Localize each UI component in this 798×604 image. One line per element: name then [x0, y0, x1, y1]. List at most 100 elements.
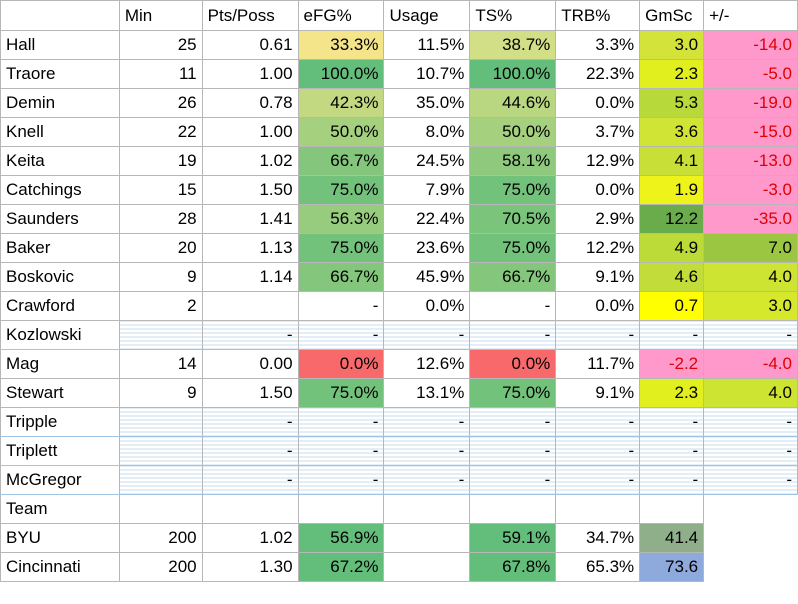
cell-player[interactable]: Stewart — [0, 378, 120, 408]
cell-plus-minus[interactable]: -3.0 — [703, 175, 798, 205]
cell-gmsc[interactable]: 73.6 — [639, 552, 705, 582]
cell-min[interactable] — [118, 320, 203, 350]
cell-plus-minus[interactable] — [703, 494, 798, 524]
cell-usage[interactable]: 11.5% — [383, 30, 471, 60]
column-header-player[interactable] — [0, 0, 120, 31]
cell-usage[interactable]: - — [383, 436, 471, 466]
cell-ts[interactable]: - — [469, 320, 557, 350]
cell-ts[interactable]: 66.7% — [469, 262, 557, 292]
cell-trb[interactable]: 9.1% — [555, 262, 641, 292]
column-header-plus-minus[interactable]: +/- — [703, 0, 798, 31]
cell-player[interactable]: Baker — [0, 233, 120, 263]
cell-gmsc[interactable]: 4.6 — [639, 262, 705, 292]
cell-efg[interactable]: 56.3% — [297, 204, 385, 234]
cell-efg[interactable] — [297, 494, 385, 524]
cell-plus-minus[interactable]: - — [703, 465, 798, 495]
cell-player[interactable]: Hall — [0, 30, 120, 60]
cell-gmsc[interactable]: - — [639, 407, 705, 437]
cell-player[interactable]: Tripple — [0, 407, 120, 437]
cell-gmsc[interactable]: 0.7 — [639, 291, 705, 321]
cell-pts-poss[interactable]: - — [201, 465, 299, 495]
cell-usage[interactable]: 35.0% — [383, 88, 471, 118]
column-header-efg[interactable]: eFG% — [297, 0, 385, 31]
cell-gmsc[interactable]: -2.2 — [639, 349, 705, 379]
cell-gmsc[interactable] — [639, 494, 705, 524]
cell-trb[interactable]: 34.7% — [555, 523, 641, 553]
cell-pts-poss[interactable]: 1.02 — [201, 523, 299, 553]
cell-plus-minus[interactable]: 4.0 — [703, 262, 798, 292]
cell-player[interactable]: Triplett — [0, 436, 120, 466]
cell-player[interactable]: Traore — [0, 59, 120, 89]
cell-plus-minus[interactable]: -35.0 — [703, 204, 798, 234]
cell-pts-poss[interactable]: 1.41 — [201, 204, 299, 234]
cell-efg[interactable]: 100.0% — [297, 59, 385, 89]
cell-min[interactable]: 28 — [118, 204, 203, 234]
cell-gmsc[interactable]: 3.6 — [639, 117, 705, 147]
cell-plus-minus[interactable]: - — [703, 436, 798, 466]
cell-trb[interactable]: 3.3% — [555, 30, 641, 60]
column-header-min[interactable]: Min — [118, 0, 203, 31]
cell-ts[interactable]: 75.0% — [469, 233, 557, 263]
cell-min[interactable]: 25 — [118, 30, 203, 60]
cell-efg[interactable]: 75.0% — [297, 175, 385, 205]
cell-trb[interactable]: 2.9% — [555, 204, 641, 234]
cell-plus-minus[interactable]: -19.0 — [703, 88, 798, 118]
cell-usage[interactable]: - — [383, 320, 471, 350]
cell-gmsc[interactable]: 3.0 — [639, 30, 705, 60]
cell-ts[interactable]: - — [469, 407, 557, 437]
cell-efg[interactable]: 50.0% — [297, 117, 385, 147]
cell-usage[interactable]: 24.5% — [383, 146, 471, 176]
cell-plus-minus[interactable]: - — [703, 320, 798, 350]
cell-min[interactable]: 200 — [118, 552, 203, 582]
cell-min[interactable]: 2 — [118, 291, 203, 321]
cell-efg[interactable]: 75.0% — [297, 233, 385, 263]
cell-player[interactable]: McGregor — [0, 465, 120, 495]
cell-gmsc[interactable]: - — [639, 320, 705, 350]
cell-usage[interactable]: - — [383, 407, 471, 437]
cell-pts-poss[interactable] — [201, 291, 299, 321]
cell-player[interactable]: Keita — [0, 146, 120, 176]
cell-ts[interactable]: 75.0% — [469, 175, 557, 205]
cell-gmsc[interactable]: 4.9 — [639, 233, 705, 263]
cell-gmsc[interactable]: 2.3 — [639, 59, 705, 89]
cell-gmsc[interactable]: 5.3 — [639, 88, 705, 118]
cell-gmsc[interactable]: 41.4 — [639, 523, 705, 553]
cell-gmsc[interactable]: 4.1 — [639, 146, 705, 176]
cell-player[interactable]: Kozlowski — [0, 320, 120, 350]
cell-ts[interactable]: 75.0% — [469, 378, 557, 408]
cell-pts-poss[interactable]: 1.02 — [201, 146, 299, 176]
cell-plus-minus[interactable]: 4.0 — [703, 378, 798, 408]
column-header-pts-poss[interactable]: Pts/Poss — [201, 0, 299, 31]
column-header-gmsc[interactable]: GmSc — [639, 0, 705, 31]
cell-min[interactable] — [118, 465, 203, 495]
cell-usage[interactable]: - — [383, 465, 471, 495]
cell-efg[interactable]: 66.7% — [297, 262, 385, 292]
column-header-trb[interactable]: TRB% — [555, 0, 641, 31]
cell-min[interactable] — [118, 436, 203, 466]
cell-player[interactable]: Cincinnati — [0, 552, 120, 582]
cell-efg[interactable]: 67.2% — [297, 552, 385, 582]
cell-ts[interactable]: 0.0% — [469, 349, 557, 379]
cell-plus-minus[interactable] — [703, 523, 798, 553]
cell-usage[interactable]: 8.0% — [383, 117, 471, 147]
cell-min[interactable]: 11 — [118, 59, 203, 89]
cell-ts[interactable]: 70.5% — [469, 204, 557, 234]
cell-plus-minus[interactable]: 7.0 — [703, 233, 798, 263]
cell-pts-poss[interactable]: 0.78 — [201, 88, 299, 118]
cell-pts-poss[interactable]: 1.50 — [201, 175, 299, 205]
cell-trb[interactable]: - — [555, 320, 641, 350]
cell-efg[interactable]: 66.7% — [297, 146, 385, 176]
cell-pts-poss[interactable]: - — [201, 407, 299, 437]
cell-usage[interactable]: 45.9% — [383, 262, 471, 292]
cell-min[interactable]: 22 — [118, 117, 203, 147]
cell-player[interactable]: Crawford — [0, 291, 120, 321]
cell-plus-minus[interactable]: - — [703, 407, 798, 437]
cell-plus-minus[interactable]: -14.0 — [703, 30, 798, 60]
cell-pts-poss[interactable]: 1.13 — [201, 233, 299, 263]
cell-plus-minus[interactable]: -13.0 — [703, 146, 798, 176]
cell-ts[interactable]: 100.0% — [469, 59, 557, 89]
cell-min[interactable]: 14 — [118, 349, 203, 379]
cell-efg[interactable]: 56.9% — [297, 523, 385, 553]
cell-trb[interactable] — [555, 494, 641, 524]
cell-plus-minus[interactable] — [703, 552, 798, 582]
